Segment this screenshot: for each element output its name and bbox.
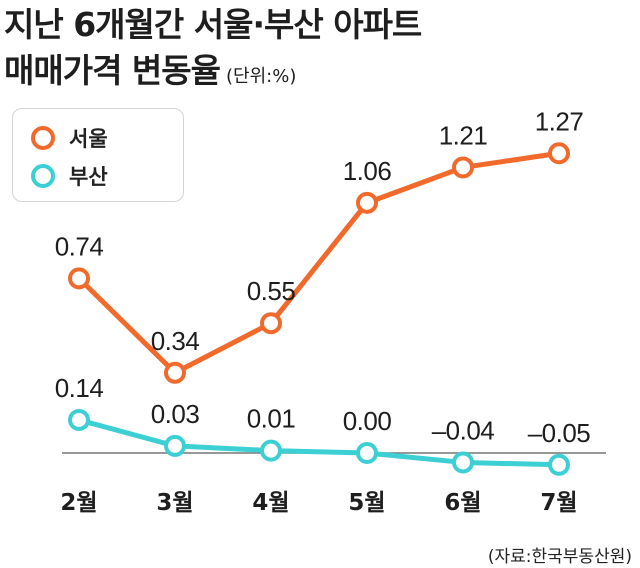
unit-label: (단위:%) — [226, 66, 297, 87]
legend: 서울 부산 — [12, 108, 184, 202]
data-point-busan-4 — [356, 442, 378, 464]
data-point-busan-5 — [452, 451, 474, 474]
legend-label-busan: 부산 — [69, 165, 108, 189]
data-label-busan-2: 0.03 — [151, 399, 200, 429]
series-line-busan — [78, 417, 560, 468]
data-point-seoul-5 — [452, 156, 474, 179]
x-tick-label-6: 7월 — [540, 490, 577, 516]
legend-label-seoul: 서울 — [69, 127, 108, 151]
data-point-seoul-6 — [548, 142, 570, 165]
title-line-2-text: 매매가격 변동율 — [4, 51, 221, 90]
data-label-busan-1: 0.14 — [55, 373, 104, 403]
x-tick-label-1: 2월 — [60, 490, 97, 516]
data-label-seoul-4: 1.06 — [343, 156, 392, 186]
x-tick-label-2: 3월 — [156, 490, 193, 516]
data-point-busan-6 — [548, 453, 570, 476]
data-label-busan-4: 0.00 — [343, 406, 392, 436]
legend-item-seoul: 서울 — [31, 123, 108, 153]
data-label-busan-3: 0.01 — [247, 404, 296, 434]
legend-marker-seoul — [31, 126, 55, 150]
x-tick-label-3: 4월 — [252, 490, 289, 516]
data-point-seoul-4 — [356, 191, 378, 214]
data-point-busan-2 — [164, 434, 186, 457]
data-point-busan-1 — [68, 408, 90, 431]
source-note: (자료:한국부동산원) — [487, 547, 632, 567]
data-label-seoul-6: 1.27 — [535, 106, 584, 136]
data-point-seoul-3 — [260, 312, 282, 335]
title-line-2: 매매가격 변동율 (단위:%) — [4, 48, 421, 100]
data-point-seoul-2 — [164, 361, 186, 384]
x-tick-label-5: 6월 — [444, 490, 481, 516]
data-label-busan-6: –0.05 — [528, 418, 591, 448]
data-point-seoul-1 — [68, 267, 90, 290]
data-point-busan-3 — [260, 439, 282, 462]
data-label-seoul-1: 0.74 — [55, 231, 104, 261]
data-label-seoul-2: 0.34 — [151, 326, 200, 356]
legend-marker-busan — [31, 164, 55, 188]
series-line-seoul — [77, 150, 560, 376]
title-line-1: 지난 6개월간 서울·부산 아파트 — [4, 5, 422, 44]
x-tick-label-4: 5월 — [348, 490, 385, 516]
data-label-seoul-5: 1.21 — [439, 120, 488, 150]
data-label-busan-5: –0.04 — [432, 415, 495, 445]
data-label-seoul-3: 0.55 — [247, 276, 296, 306]
legend-item-busan: 부산 — [31, 161, 108, 191]
chart-title: 지난 6개월간 서울·부산 아파트 매매가격 변동율 (단위:%) — [4, 2, 422, 100]
